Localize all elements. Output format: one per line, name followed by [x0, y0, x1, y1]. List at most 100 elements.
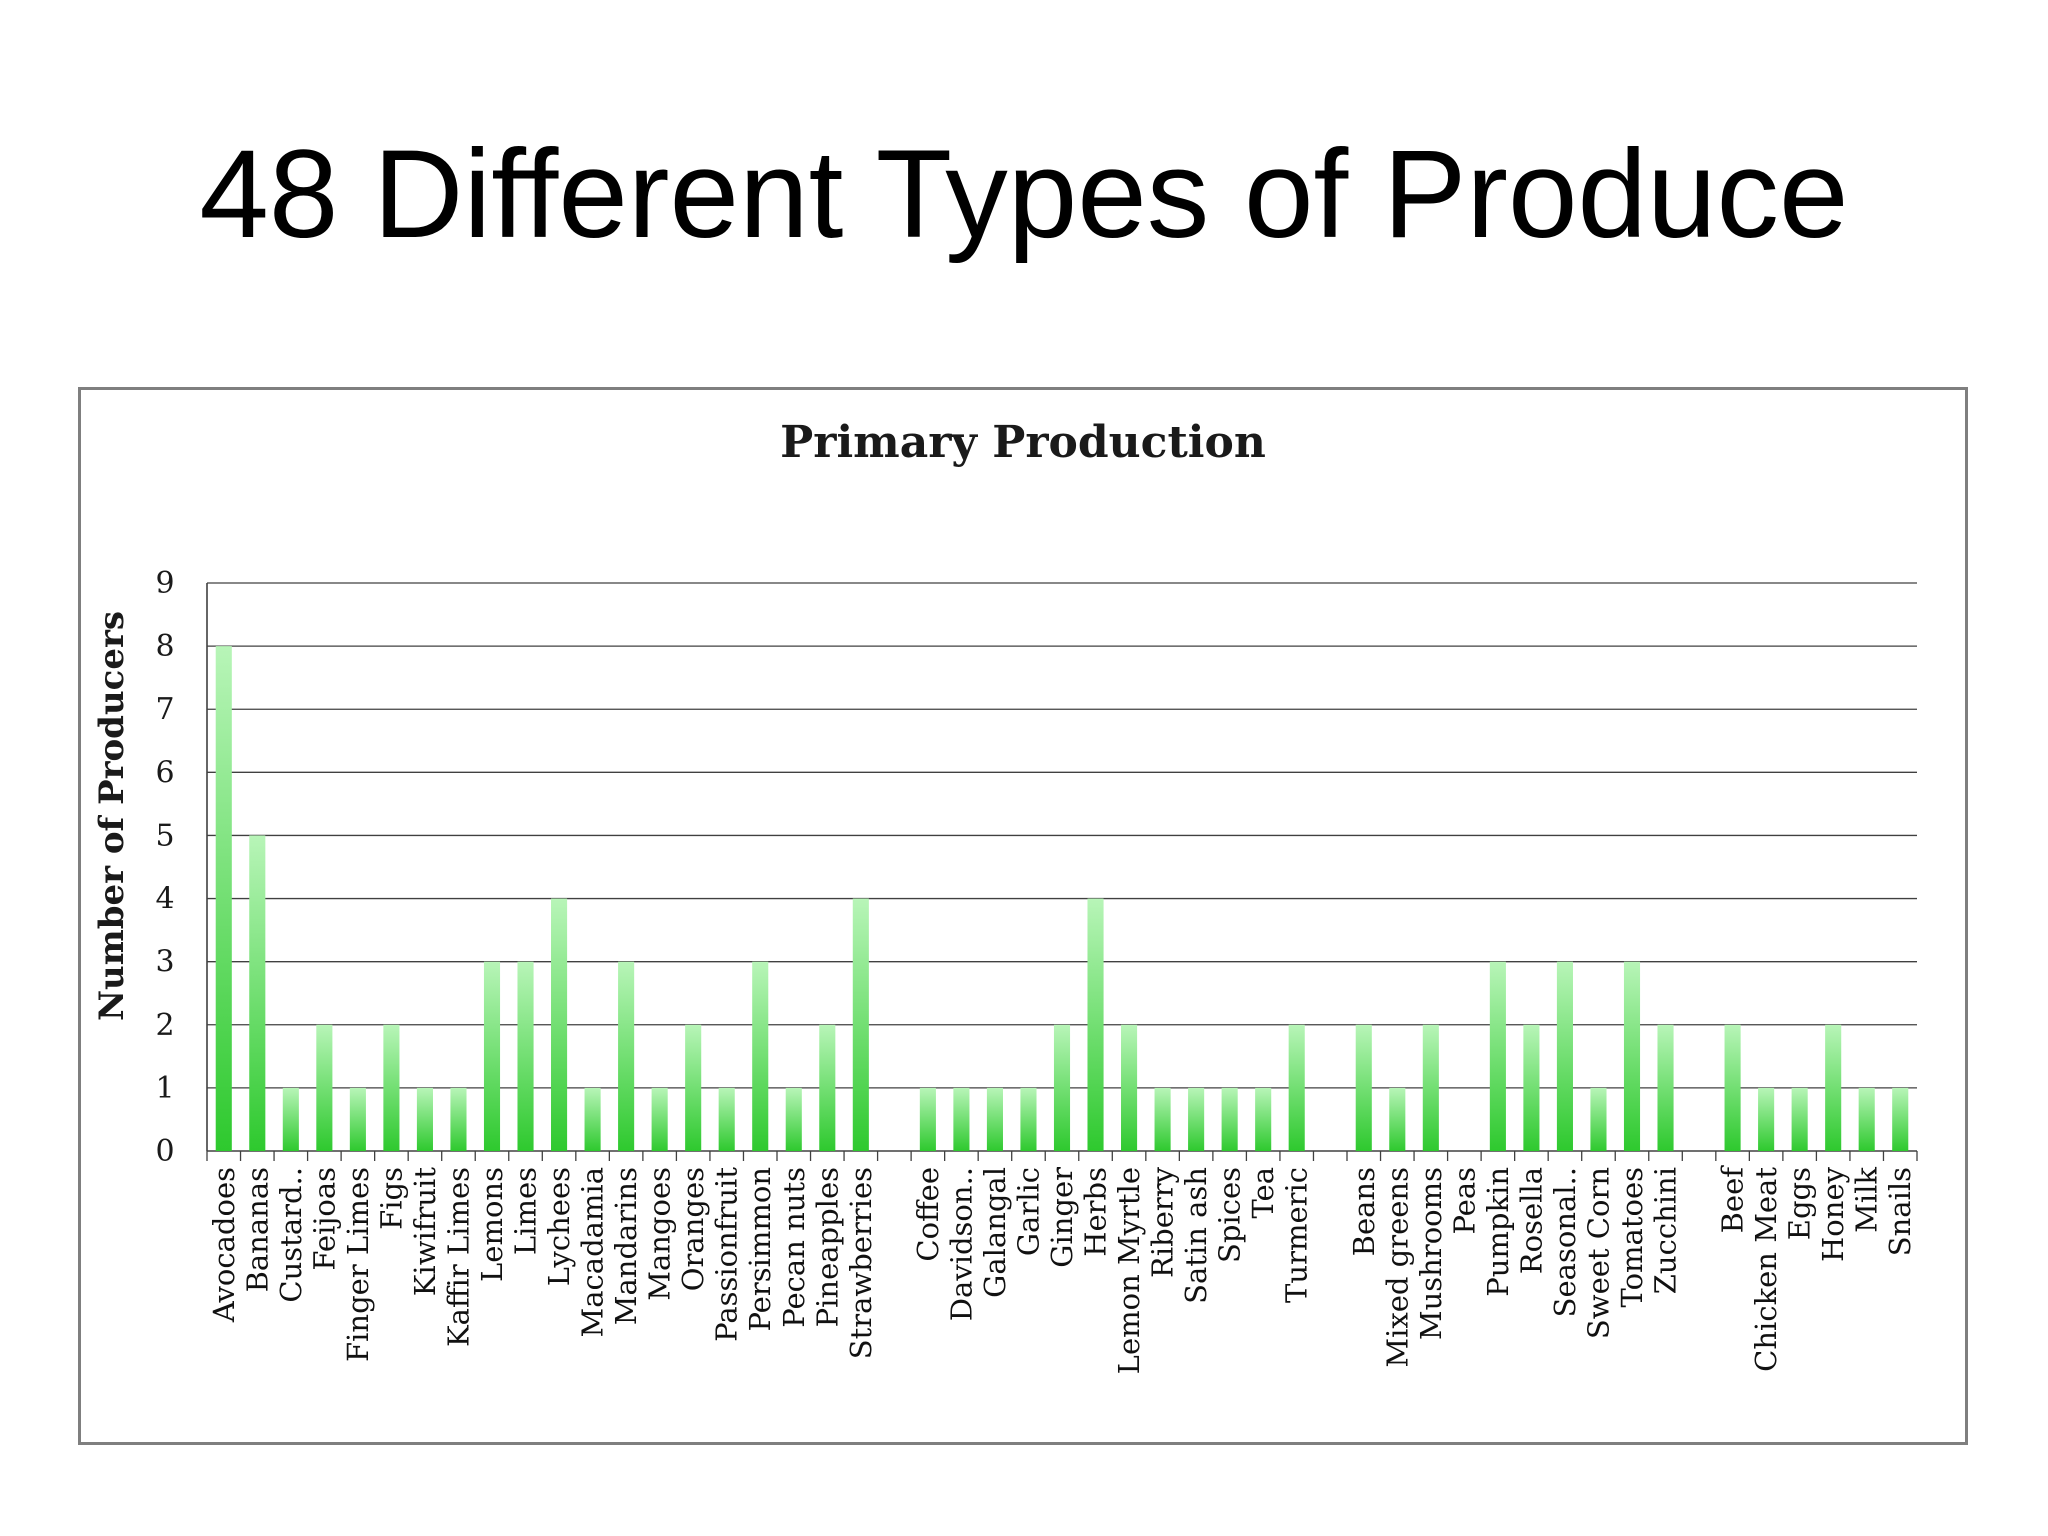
bar — [1188, 1087, 1205, 1151]
bar — [1825, 1024, 1842, 1151]
category-label: Zucchini — [1649, 1167, 1683, 1294]
y-tick-label: 4 — [155, 882, 174, 917]
y-tick-label: 5 — [155, 818, 174, 853]
bar — [819, 1024, 836, 1151]
bar — [1154, 1087, 1171, 1151]
bar — [1422, 1024, 1439, 1151]
category-label: Mangoes — [643, 1167, 677, 1301]
category-label: Pumpkin — [1481, 1167, 1515, 1297]
bar — [349, 1087, 366, 1151]
y-tick-label: 0 — [155, 1134, 174, 1169]
category-label: Peas — [1447, 1167, 1481, 1235]
bars — [215, 646, 1909, 1151]
bar — [1121, 1024, 1138, 1151]
y-tick-label: 7 — [155, 692, 174, 727]
category-label: Passionfruit — [710, 1167, 744, 1342]
category-label: Beef — [1716, 1165, 1750, 1234]
bar — [316, 1024, 333, 1151]
category-label: Figs — [374, 1167, 408, 1230]
category-label: Strawberries — [844, 1167, 878, 1359]
category-label: Feijoas — [307, 1167, 341, 1271]
category-label: Milk — [1850, 1167, 1884, 1233]
bar — [1623, 961, 1641, 1151]
bar — [1724, 1024, 1741, 1151]
y-tick-label: 1 — [155, 1071, 174, 1106]
slide-title: 48 Different Types of Produce — [199, 125, 1849, 264]
category-labels: Avocadoes Bananas Custard.. Feijoas Finger L… — [207, 1165, 1917, 1375]
category-label: Snails — [1883, 1167, 1917, 1256]
category-label: Lemons — [475, 1167, 509, 1282]
bar — [718, 1087, 735, 1151]
category-label: Garlic — [1011, 1167, 1045, 1256]
category-label: Spices — [1213, 1167, 1247, 1263]
category-label: Ginger — [1045, 1167, 1079, 1268]
category-label: Pineapples — [810, 1167, 844, 1327]
bar — [1892, 1087, 1909, 1151]
bar — [1020, 1087, 1037, 1151]
category-label: Persimmon — [743, 1167, 777, 1332]
y-axis-label: Number of Producers — [92, 611, 132, 1021]
bar — [215, 646, 232, 1151]
category-label: Mushrooms — [1414, 1167, 1448, 1340]
bar — [1489, 961, 1506, 1151]
category-label: Rosella — [1514, 1167, 1548, 1274]
bar — [1556, 961, 1573, 1151]
category-label: Sweet Corn — [1581, 1167, 1615, 1339]
category-label: Davidson.. — [944, 1167, 978, 1321]
bar — [1858, 1087, 1875, 1151]
y-tick-label: 8 — [155, 629, 174, 664]
bar — [1053, 1024, 1071, 1151]
bar — [685, 1024, 702, 1151]
category-label: Eggs — [1783, 1167, 1817, 1240]
category-label: Riberry — [1146, 1166, 1180, 1278]
category-label: Mixed greens — [1380, 1167, 1414, 1368]
bar — [517, 961, 534, 1151]
bar — [1288, 1024, 1305, 1151]
bar — [752, 961, 769, 1151]
category-label: Tea — [1246, 1167, 1280, 1219]
bar — [1087, 898, 1104, 1151]
bar — [1657, 1024, 1674, 1151]
category-label: Pecan nuts — [777, 1167, 811, 1328]
category-label: Kaffir Limes — [441, 1167, 475, 1347]
category-label: Kiwifruit — [408, 1167, 442, 1297]
bar — [1758, 1087, 1775, 1151]
bar — [1389, 1087, 1406, 1151]
bar — [651, 1087, 668, 1151]
bar — [450, 1087, 467, 1151]
bar — [1355, 1024, 1372, 1151]
bar — [1523, 1024, 1540, 1151]
y-tick-label: 2 — [155, 1008, 174, 1043]
category-label: Macadamia — [576, 1167, 610, 1337]
bar — [483, 961, 501, 1151]
bar — [416, 1087, 433, 1151]
category-label: Turmeric — [1280, 1167, 1314, 1303]
chart-frame: Primary Production Number of Producers 0… — [78, 387, 1968, 1445]
category-label: Oranges — [676, 1167, 710, 1291]
category-label: Seasonal.. — [1548, 1167, 1582, 1317]
bar — [986, 1087, 1003, 1151]
category-label: Coffee — [911, 1167, 945, 1262]
category-label: Honey — [1816, 1166, 1850, 1262]
bar — [852, 898, 869, 1151]
bar — [551, 898, 568, 1151]
category-label: Bananas — [240, 1167, 274, 1292]
bar — [785, 1087, 802, 1151]
category-label: Lemon Myrtle — [1112, 1167, 1146, 1374]
bar — [1791, 1087, 1808, 1151]
category-label: Lychees — [542, 1167, 576, 1286]
bar — [1221, 1087, 1238, 1151]
category-label: Chicken Meat — [1749, 1167, 1783, 1372]
category-label: Custard.. — [274, 1167, 308, 1303]
chart-title: Primary Production — [780, 417, 1266, 468]
x-tick-marks — [206, 1151, 1918, 1161]
bar — [249, 835, 266, 1151]
bar — [618, 961, 635, 1151]
category-label: Mandarins — [609, 1167, 643, 1325]
primary-production-chart: Primary Production Number of Producers 0… — [92, 417, 1918, 1375]
y-tick-label: 3 — [155, 945, 174, 980]
bar — [584, 1087, 601, 1151]
category-label: Avocadoes — [207, 1167, 241, 1323]
category-label: Herbs — [1079, 1167, 1113, 1257]
y-tick-label: 6 — [155, 755, 174, 790]
